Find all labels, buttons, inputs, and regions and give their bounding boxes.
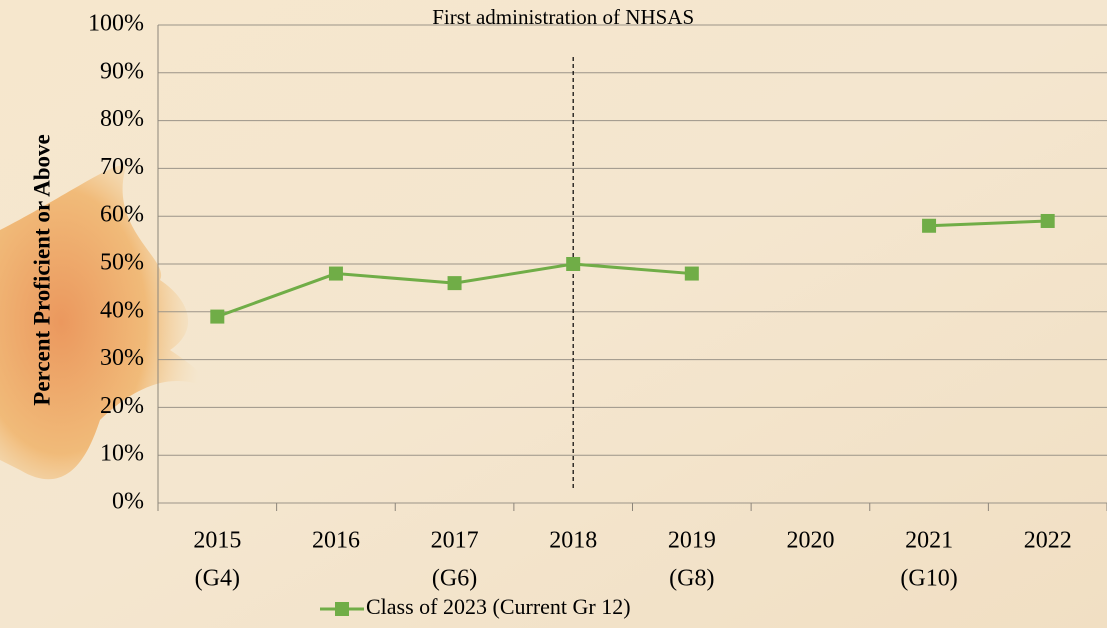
y-tick-label: 60%: [100, 202, 144, 228]
x-tick-label: 2017: [431, 528, 479, 554]
y-tick-label: 100%: [88, 11, 144, 37]
decoration: [0, 165, 204, 480]
x-tick-label: (G6): [432, 566, 477, 592]
y-tick-label: 70%: [100, 154, 144, 180]
x-tick-label: (G4): [195, 566, 240, 592]
y-tick-label: 10%: [100, 441, 144, 467]
y-axis-title: Percent Proficient or Above: [29, 134, 54, 405]
x-tick-label: 2020: [786, 528, 834, 554]
y-tick-label: 40%: [100, 297, 144, 323]
y-tick-label: 20%: [100, 393, 144, 419]
y-tick-label: 50%: [100, 250, 144, 276]
x-tick-label: (G8): [669, 566, 714, 592]
marker: [566, 257, 581, 271]
legend-label: Class of 2023 (Current Gr 12): [366, 594, 631, 619]
y-tick-label: 0%: [112, 489, 144, 515]
x-tick-label: (G10): [900, 566, 957, 592]
marker: [210, 309, 225, 324]
marker: [447, 276, 462, 291]
marker: [328, 266, 343, 281]
x-tick-label: 2019: [668, 528, 716, 554]
x-tick-label: 2018: [549, 528, 597, 554]
x-tick-label: 2015: [193, 528, 241, 554]
legend-marker: [335, 602, 349, 616]
marker: [922, 218, 937, 233]
x-tick-label: 2016: [312, 528, 360, 554]
y-tick-label: 80%: [100, 106, 144, 132]
marker: [1040, 213, 1055, 228]
y-tick-label: 90%: [100, 58, 144, 84]
y-tick-label: 30%: [100, 345, 144, 371]
marker: [684, 266, 699, 281]
annotation: First administration of NHSAS: [432, 5, 694, 29]
x-tick-label: 2021: [905, 528, 953, 554]
x-tick-label: 2022: [1024, 528, 1072, 554]
